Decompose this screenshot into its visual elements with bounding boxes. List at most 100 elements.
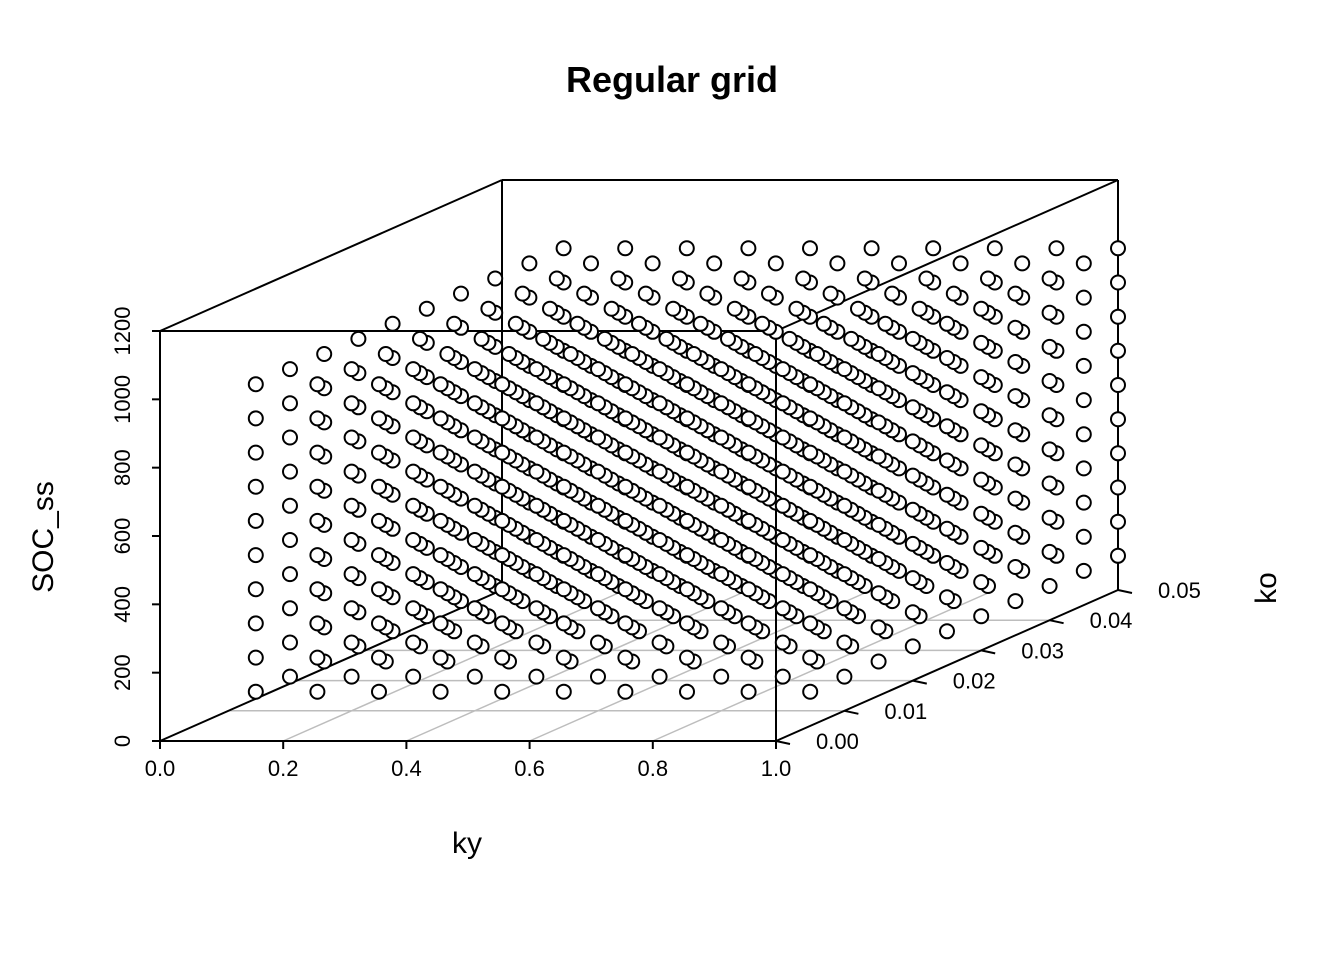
data-point: [309, 683, 326, 700]
data-point: [918, 270, 935, 287]
data-point: [679, 683, 695, 700]
data-point: [973, 505, 990, 522]
data-point: [973, 334, 990, 351]
data-point: [1110, 342, 1126, 359]
data-point: [939, 350, 955, 366]
data-point: [952, 255, 969, 272]
data-point: [1041, 578, 1058, 594]
data-point: [678, 240, 695, 257]
data-point: [651, 600, 668, 617]
data-point: [802, 376, 819, 393]
z-tick-label: 0: [110, 735, 135, 747]
data-point: [802, 547, 819, 564]
data-point: [891, 255, 907, 272]
x-tick-label: 1.0: [761, 756, 792, 781]
data-point: [405, 634, 422, 651]
data-point: [247, 410, 264, 427]
data-point: [617, 478, 634, 495]
data-point: [555, 478, 572, 495]
data-point: [774, 566, 791, 583]
x-tick-label: 0.6: [514, 756, 545, 781]
data-point: [494, 478, 511, 495]
data-point: [610, 270, 627, 287]
data-point: [446, 315, 463, 332]
data-point: [343, 395, 360, 412]
data-point: [644, 255, 661, 272]
data-point: [576, 285, 593, 302]
data-point: [473, 330, 490, 347]
data-point: [836, 600, 853, 617]
data-point: [1041, 509, 1058, 526]
data-point: [761, 285, 777, 302]
data-point: [774, 532, 791, 548]
data-point: [371, 683, 387, 700]
data-point: [1007, 422, 1024, 439]
z-tick-label: 200: [110, 654, 135, 691]
data-point: [870, 516, 887, 533]
data-point: [679, 581, 695, 598]
data-point: [713, 361, 730, 378]
data-point: [651, 361, 668, 378]
data-point: [309, 512, 326, 529]
y-tick-label: 0.05: [1158, 578, 1201, 603]
data-point: [788, 300, 805, 317]
data-point: [466, 532, 483, 548]
data-point: [836, 361, 853, 378]
data-point: [494, 547, 511, 564]
data-point: [870, 448, 887, 465]
data-point: [870, 653, 887, 670]
data-point: [247, 512, 264, 529]
data-point: [870, 414, 887, 431]
data-point: [1075, 323, 1092, 340]
data-point: [850, 300, 866, 317]
data-point: [836, 668, 853, 685]
data-point: [528, 532, 545, 548]
data-point: [590, 532, 606, 548]
data-point: [1041, 475, 1058, 492]
data-point: [679, 547, 695, 564]
data-point: [371, 444, 387, 461]
data-point: [343, 463, 360, 480]
data-point: [617, 376, 634, 393]
box-edge: [775, 179, 1119, 332]
z-tick-label: 1000: [110, 375, 135, 424]
data-point: [740, 512, 757, 529]
data-point: [590, 634, 606, 651]
data-point: [706, 255, 723, 272]
data-point: [939, 555, 955, 571]
data-point: [1075, 255, 1092, 272]
data-point: [939, 520, 955, 537]
data-point: [973, 539, 990, 556]
data-point: [1007, 490, 1024, 507]
data-point: [870, 482, 887, 499]
data-point: [617, 444, 634, 461]
data-point: [494, 615, 511, 632]
data-point: [802, 410, 819, 427]
data-point: [911, 300, 928, 317]
data-point: [343, 532, 360, 548]
data-point: [1110, 547, 1126, 564]
data-point: [679, 478, 695, 495]
x-tick-label: 0.2: [268, 756, 299, 781]
data-point: [1110, 513, 1126, 530]
data-point: [453, 285, 469, 302]
data-point: [521, 255, 538, 272]
data-point: [904, 365, 921, 382]
data-point: [836, 566, 853, 583]
data-point: [863, 240, 880, 257]
data-point: [309, 615, 326, 632]
data-point: [282, 566, 298, 583]
x-tick-label: 0.4: [391, 756, 422, 781]
data-point: [343, 634, 360, 651]
data-point: [713, 566, 730, 583]
data-point: [1075, 460, 1092, 477]
data-point: [466, 429, 483, 446]
data-point: [904, 535, 921, 552]
y-tick-mark: [912, 679, 928, 685]
data-point: [1075, 426, 1092, 443]
data-point: [1041, 407, 1058, 424]
data-point: [795, 270, 812, 287]
data-point: [555, 581, 572, 598]
data-point: [774, 634, 791, 651]
data-point: [617, 649, 634, 666]
